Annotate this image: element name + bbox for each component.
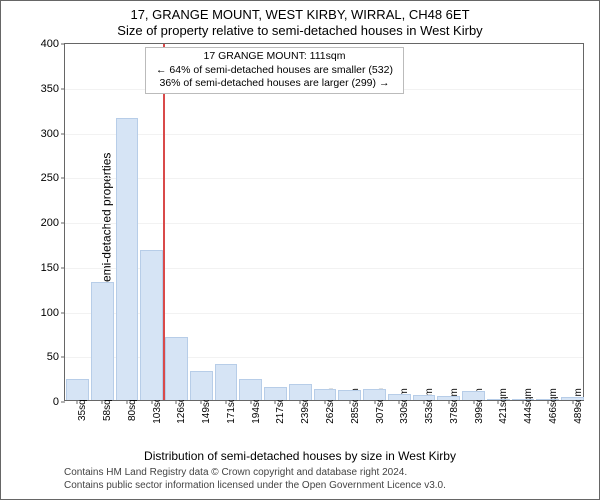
histogram-bar	[66, 379, 89, 400]
y-tick-label: 150	[41, 262, 59, 274]
x-tick-label: 421sqm	[498, 388, 509, 424]
y-tick-label: 50	[47, 351, 59, 363]
histogram-bar	[363, 389, 386, 400]
y-tick-label: 350	[41, 83, 59, 95]
histogram-bar	[264, 387, 287, 400]
histogram-bar	[536, 399, 559, 400]
gridline	[65, 134, 583, 135]
histogram-bar	[437, 396, 460, 400]
gridline	[65, 178, 583, 179]
histogram-bar	[190, 371, 213, 400]
histogram-bar	[487, 399, 510, 400]
histogram-bar	[314, 389, 337, 400]
x-tick-label: 353sqm	[424, 388, 435, 424]
reference-line	[163, 44, 165, 400]
histogram-bar	[140, 250, 163, 400]
histogram-bar	[512, 399, 535, 400]
y-tick-label: 200	[41, 217, 59, 229]
y-tick-mark	[61, 44, 65, 45]
chart-container: 17, GRANGE MOUNT, WEST KIRBY, WIRRAL, CH…	[0, 0, 600, 500]
histogram-bar	[116, 118, 139, 400]
x-tick-label: 378sqm	[449, 388, 460, 424]
title-line-2: Size of property relative to semi-detach…	[1, 23, 599, 38]
x-tick-label: 444sqm	[523, 388, 534, 424]
footer-attribution: Contains HM Land Registry data © Crown c…	[64, 466, 446, 492]
plot-area: 17 GRANGE MOUNT: 111sqm ← 64% of semi-de…	[64, 43, 584, 401]
annotation-box: 17 GRANGE MOUNT: 111sqm ← 64% of semi-de…	[145, 47, 404, 94]
histogram-bar	[215, 364, 238, 400]
histogram-bar	[388, 394, 411, 400]
annotation-line-3: 36% of semi-detached houses are larger (…	[156, 77, 393, 91]
x-tick-label: 489sqm	[573, 388, 584, 424]
annotation-line-2: ← 64% of semi-detached houses are smalle…	[156, 64, 393, 78]
y-tick-mark	[61, 402, 65, 403]
y-tick-label: 0	[53, 396, 59, 408]
histogram-bar	[91, 282, 114, 400]
y-tick-label: 300	[41, 128, 59, 140]
histogram-bar	[413, 395, 436, 400]
y-tick-label: 250	[41, 172, 59, 184]
footer-line-1: Contains HM Land Registry data © Crown c…	[64, 466, 446, 479]
x-tick-label: 466sqm	[548, 388, 559, 424]
y-tick-label: 400	[41, 38, 59, 50]
histogram-bar	[289, 384, 312, 400]
histogram-bar	[239, 379, 262, 400]
histogram-bar	[165, 337, 188, 400]
title-line-1: 17, GRANGE MOUNT, WEST KIRBY, WIRRAL, CH…	[1, 7, 599, 22]
annotation-line-1: 17 GRANGE MOUNT: 111sqm	[156, 50, 393, 64]
histogram-bar	[462, 391, 485, 400]
histogram-bar	[561, 397, 584, 400]
x-axis-label: Distribution of semi-detached houses by …	[1, 449, 599, 463]
gridline	[65, 223, 583, 224]
footer-line-2: Contains public sector information licen…	[64, 479, 446, 492]
y-tick-label: 100	[41, 307, 59, 319]
histogram-bar	[338, 390, 361, 400]
